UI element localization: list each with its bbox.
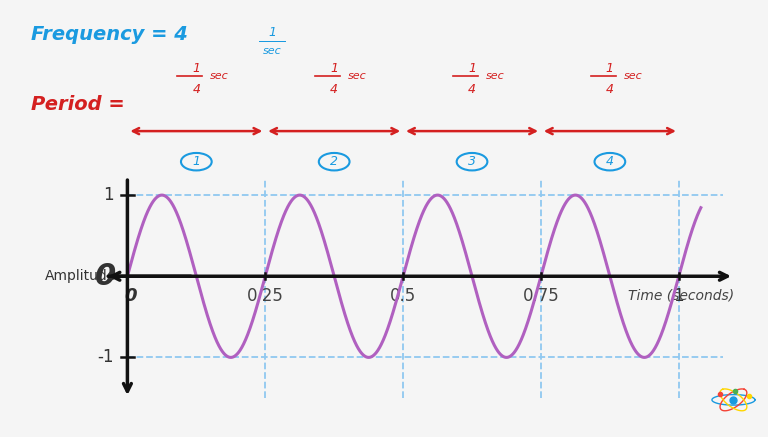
Text: sec: sec [348, 71, 367, 80]
Text: 1: 1 [674, 287, 684, 305]
Text: 0.5: 0.5 [390, 287, 416, 305]
Text: 4: 4 [606, 83, 614, 96]
Text: 4: 4 [468, 83, 476, 96]
Text: 1: 1 [192, 155, 200, 168]
Text: sec: sec [210, 71, 229, 80]
Text: -1: -1 [97, 348, 114, 366]
Text: 3: 3 [468, 155, 476, 168]
Text: 4: 4 [192, 83, 200, 96]
Text: Frequency = 4: Frequency = 4 [31, 25, 194, 44]
Text: Amplitude: Amplitude [45, 269, 116, 283]
Text: 4: 4 [606, 155, 614, 168]
Text: Period =: Period = [31, 95, 131, 114]
Text: 1: 1 [330, 62, 338, 75]
Text: 0.75: 0.75 [522, 287, 559, 305]
Text: 1: 1 [103, 186, 114, 204]
Text: Time (seconds): Time (seconds) [627, 288, 734, 302]
Text: 4: 4 [330, 83, 338, 96]
Text: 2: 2 [330, 155, 338, 168]
Text: 0: 0 [94, 262, 116, 291]
Text: 0: 0 [124, 287, 137, 305]
Text: sec: sec [624, 71, 643, 80]
Text: 1: 1 [606, 62, 614, 75]
Text: 1: 1 [269, 26, 276, 39]
Text: 0.25: 0.25 [247, 287, 283, 305]
Text: 1: 1 [192, 62, 200, 75]
Text: sec: sec [263, 46, 282, 56]
Text: 1: 1 [468, 62, 476, 75]
Text: sec: sec [486, 71, 505, 80]
